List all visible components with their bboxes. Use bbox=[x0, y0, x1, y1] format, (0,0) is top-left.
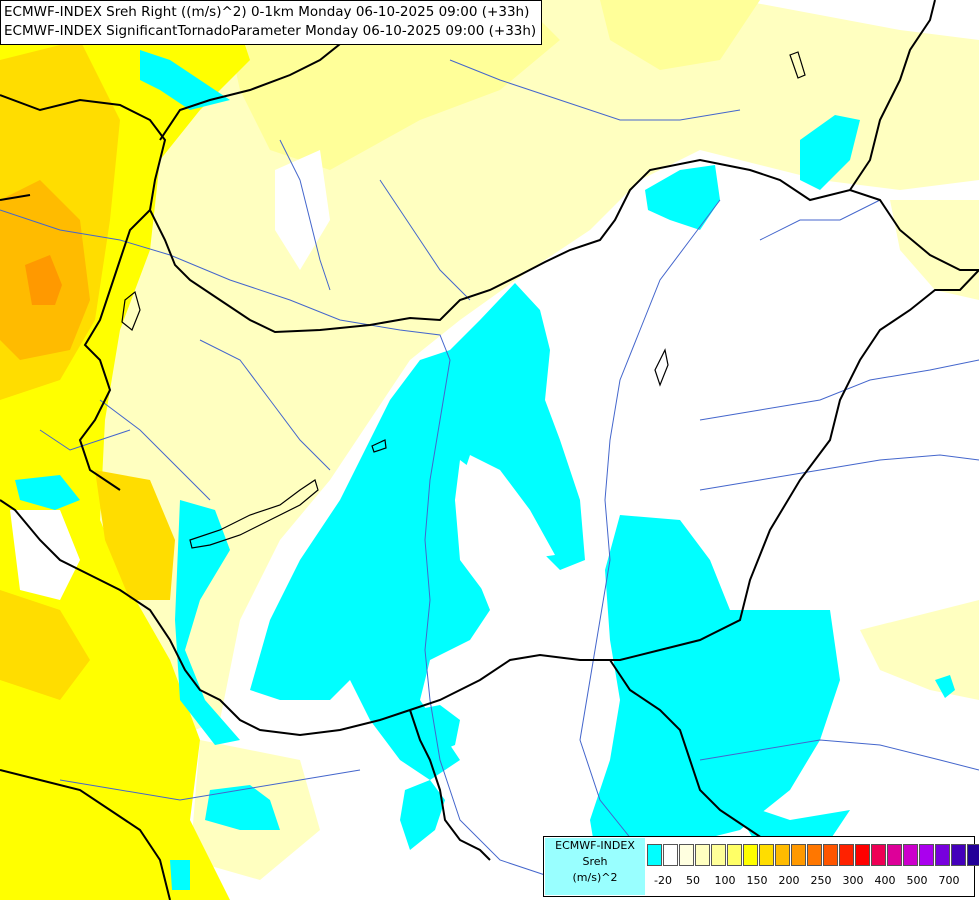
sreh-region-cyan-south-3 bbox=[170, 860, 190, 890]
river-east-2 bbox=[699, 454, 979, 491]
border-north bbox=[0, 94, 979, 334]
lake-velence bbox=[371, 439, 387, 453]
river-sw bbox=[59, 769, 361, 801]
legend-title-line-1: ECMWF-INDEX bbox=[555, 839, 635, 852]
legend-tick-label: 50 bbox=[686, 874, 700, 887]
legend-swatch-0 bbox=[647, 844, 662, 866]
border-west bbox=[78, 209, 151, 491]
legend-swatch-18 bbox=[935, 844, 950, 866]
sreh-region-white-east bbox=[960, 490, 979, 520]
legend-swatch-6 bbox=[743, 844, 758, 866]
sreh-region-cyan-northeast-1 bbox=[645, 165, 720, 230]
legend-title-line-3: (m/s)^2 bbox=[572, 871, 618, 884]
river-west-2 bbox=[39, 429, 131, 451]
lake-north bbox=[789, 51, 806, 79]
legend-labels: -20 50 100 150 200 250 300 400 500 700 bbox=[647, 874, 973, 890]
legend-title-line-2: Sreh bbox=[582, 855, 608, 868]
river-northeast bbox=[759, 199, 881, 241]
legend-swatch-17 bbox=[919, 844, 934, 866]
sreh-region-cyan-north bbox=[140, 50, 230, 110]
sreh-region-cyan-main bbox=[250, 283, 585, 780]
sreh-region-gold-sw bbox=[95, 470, 175, 600]
legend-tick-label: 700 bbox=[938, 874, 960, 887]
sreh-region-white-west bbox=[10, 510, 80, 600]
sreh-region-cyan-east-small bbox=[935, 675, 955, 698]
legend-swatches bbox=[647, 844, 979, 866]
sreh-region-white-north bbox=[275, 150, 330, 270]
sreh-region-pale-yellow-east bbox=[890, 200, 979, 300]
legend-swatch-8 bbox=[775, 844, 790, 866]
legend-swatch-19 bbox=[951, 844, 966, 866]
border-south-1 bbox=[409, 709, 491, 861]
sreh-region-cyan-southeast bbox=[590, 515, 840, 880]
sreh-region-white-hole bbox=[455, 455, 555, 600]
sreh-region-cyan-west-small bbox=[15, 475, 80, 510]
legend-tick-label: 200 bbox=[778, 874, 800, 887]
river-central-west bbox=[199, 339, 331, 471]
sreh-region-cyan-northeast-2 bbox=[800, 115, 860, 190]
border-southwest bbox=[0, 769, 171, 900]
legend-tick-label: 250 bbox=[810, 874, 832, 887]
legend-swatch-16 bbox=[903, 844, 918, 866]
lake-neusiedl bbox=[121, 290, 141, 331]
river-north-2 bbox=[279, 139, 331, 291]
legend-swatch-7 bbox=[759, 844, 774, 866]
legend-tick-label: 100 bbox=[714, 874, 736, 887]
lake-balaton bbox=[189, 479, 319, 549]
title-line-2: ECMWF-INDEX SignificantTornadoParameter … bbox=[4, 23, 537, 39]
sreh-region-dark-orange-core bbox=[25, 255, 62, 305]
lake-tisza bbox=[654, 348, 669, 387]
legend-swatch-12 bbox=[839, 844, 854, 866]
river-west bbox=[99, 399, 211, 501]
river-tisza bbox=[579, 199, 721, 851]
sreh-region-cyan-south-2 bbox=[205, 785, 280, 830]
river-north-1 bbox=[379, 179, 471, 301]
sreh-region-gold-south bbox=[0, 590, 90, 700]
legend-swatch-1 bbox=[663, 844, 678, 866]
legend-swatch-9 bbox=[791, 844, 806, 866]
border-northeast bbox=[849, 0, 936, 191]
legend-swatch-2 bbox=[679, 844, 694, 866]
map-title-box: ECMWF-INDEX Sreh Right ((m/s)^2) 0-1km M… bbox=[0, 0, 543, 45]
border-west-upper bbox=[0, 194, 31, 201]
river-north-3 bbox=[449, 59, 741, 121]
legend-title: ECMWF-INDEX Sreh (m/s)^2 bbox=[545, 838, 645, 895]
border-south-2 bbox=[609, 659, 781, 851]
legend-swatch-20 bbox=[967, 844, 979, 866]
sreh-region-light-yellow-ne bbox=[600, 0, 760, 70]
legend-swatch-4 bbox=[711, 844, 726, 866]
legend-swatch-13 bbox=[855, 844, 870, 866]
legend-tick-label: 400 bbox=[874, 874, 896, 887]
sreh-region-cyan-south-1 bbox=[400, 780, 445, 850]
legend-swatch-3 bbox=[695, 844, 710, 866]
legend-swatch-14 bbox=[871, 844, 886, 866]
legend-tick-label: 300 bbox=[842, 874, 864, 887]
title-line-1: ECMWF-INDEX Sreh Right ((m/s)^2) 0-1km M… bbox=[4, 4, 530, 20]
legend-swatch-11 bbox=[823, 844, 838, 866]
river-danube bbox=[0, 209, 561, 881]
legend-swatch-15 bbox=[887, 844, 902, 866]
sreh-region-cyan-sw-strip bbox=[175, 500, 240, 745]
legend-tick-label: -20 bbox=[654, 874, 672, 887]
river-south-east bbox=[699, 739, 979, 771]
sreh-region-cyan-south-4 bbox=[415, 705, 460, 755]
legend-tick-label: 500 bbox=[906, 874, 928, 887]
legend-swatch-10 bbox=[807, 844, 822, 866]
sreh-region-pale-yellow-se bbox=[860, 600, 979, 700]
color-legend: ECMWF-INDEX Sreh (m/s)^2 -20 50 100 150 200 2… bbox=[543, 836, 979, 897]
legend-tick-label: 150 bbox=[746, 874, 768, 887]
border-east bbox=[0, 269, 979, 737]
legend-swatch-5 bbox=[727, 844, 742, 866]
